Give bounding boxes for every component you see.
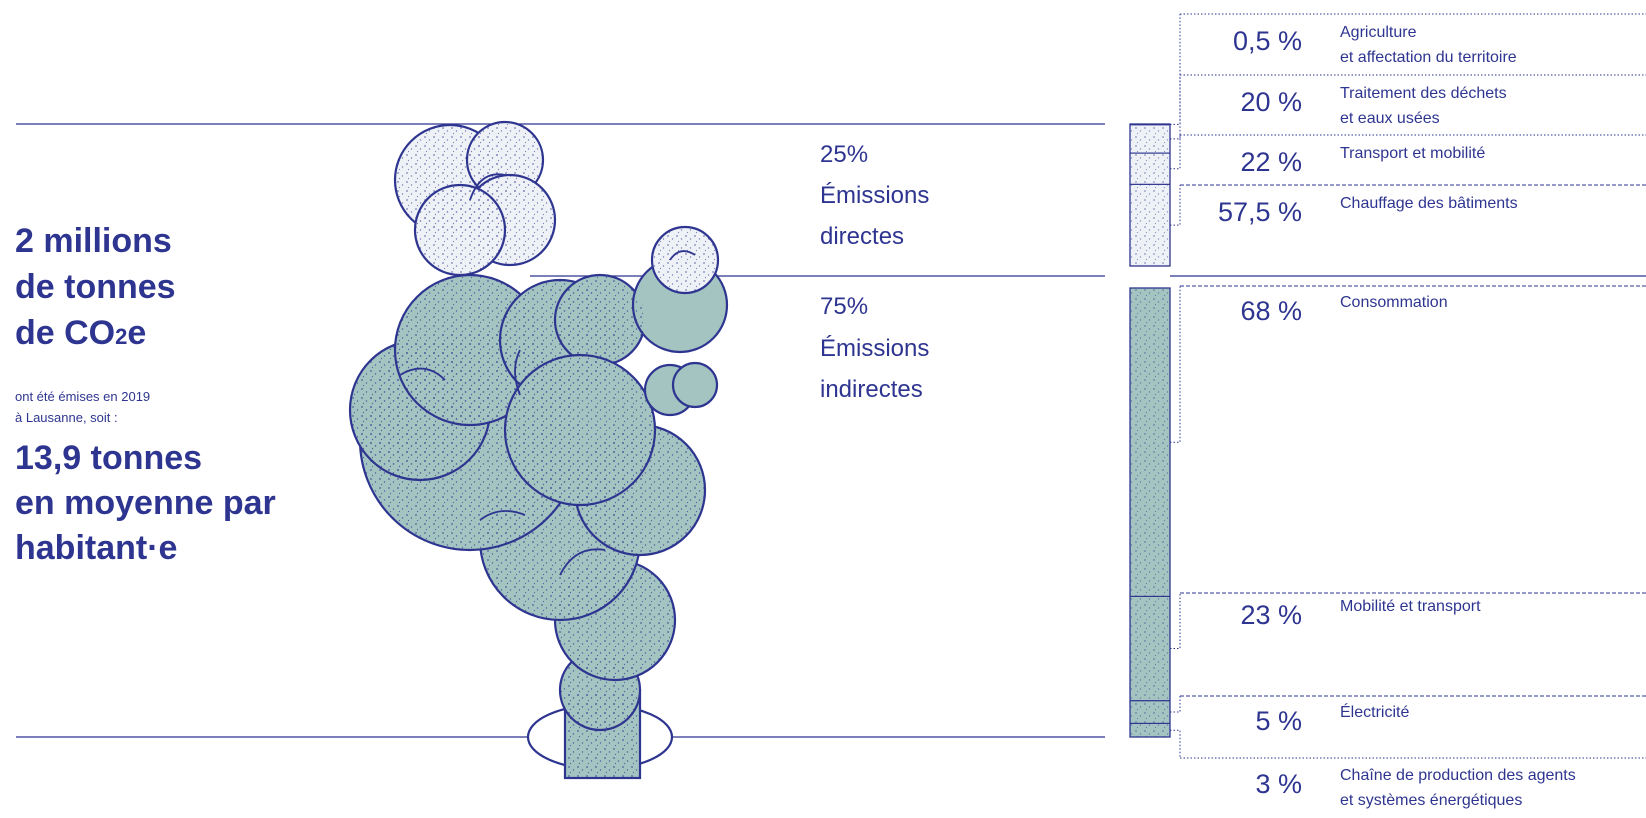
per-inhabitant-line3: habitant·e [15,529,178,567]
segment-label-1-3-line2: et systèmes énergétiques [1340,792,1522,809]
per-inhabitant-line2: en moyenne par [15,484,276,522]
segment-label-0-0-line2: et affectation du territoire [1340,49,1517,66]
segment-percent-0-0: 0,5 % [1233,26,1302,56]
segment-leader-1-1 [1170,593,1181,650]
segment-leader-1-3 [1170,729,1181,758]
headline-line3: de CO2e [15,310,176,360]
smoke-indirect-texture [350,275,705,778]
subline-line2: à Lausanne, soit : [15,410,118,425]
subline: ont été émises en 2019 à Lausanne, soit … [15,386,150,428]
segment-leader-0-3 [1170,185,1181,226]
per-inhabitant-line1: 13,9 tonnes [15,439,203,477]
segment-label-0-2-line1: Transport et mobilité [1340,145,1485,162]
headline-line3-prefix: de CO [15,314,116,352]
segment-percent-1-0: 68 % [1240,296,1302,326]
segment-leader-1-0 [1170,286,1181,443]
segment-percent-0-1: 20 % [1240,87,1302,117]
segment-label-0-1-line2: et eaux usées [1340,110,1440,127]
group-indirect-name-line2: indirectes [820,376,923,403]
group-indirect-name-line1: Émissions [820,335,929,362]
segment-percent-0-2: 22 % [1240,147,1302,177]
segment-leader-0-0 [1170,14,1181,125]
group-direct-name-line1: Émissions [820,182,929,209]
headline-line2: de tonnes [15,268,176,306]
smoke-direct-texture [395,122,718,293]
segment-label-1-1-line1: Mobilité et transport [1340,598,1481,615]
segment-percent-0-3: 57,5 % [1218,197,1302,227]
group-bar-texture-1 [1130,288,1170,737]
stacked-bars [1129,123,1171,738]
group-bar-texture-0 [1130,124,1170,266]
headline-line1: 2 millions [15,222,172,260]
segment-labels: 0,5 % Agriculture et affectation du territ… [1170,13,1646,809]
group-direct-percent: 25% [820,141,868,168]
segment-percent-1-1: 23 % [1240,600,1302,630]
segment-label-1-3-line1: Chaîne de production des agents [1340,767,1576,784]
group-direct-name-line2: directes [820,223,904,250]
segment-label-0-1-line1: Traitement des déchets [1340,85,1507,102]
subline-line1: ont été émises en 2019 [15,389,151,404]
segment-label-1-0-line1: Consommation [1340,294,1448,311]
smoke-swirl-marks [399,173,696,576]
segment-label-1-2-line1: Électricité [1340,702,1409,721]
headline-line3-subscript: 2 [115,324,128,349]
segment-label-0-0-line1: Agriculture [1340,24,1417,41]
segment-leader-1-2 [1170,696,1181,713]
headline-line3-suffix: e [127,314,147,352]
per-inhabitant: 13,9 tonnes en moyenne par habitant·e [15,436,276,571]
segment-leader-0-1 [1170,75,1181,140]
headline: 2 millions de tonnes de CO2e [15,218,176,360]
segment-label-0-3-line1: Chauffage des bâtiments [1340,195,1518,212]
segment-percent-1-2: 5 % [1255,706,1302,736]
segment-leader-0-2 [1170,135,1181,170]
segment-percent-1-3: 3 % [1255,769,1302,799]
group-indirect-percent: 75% [820,293,868,320]
